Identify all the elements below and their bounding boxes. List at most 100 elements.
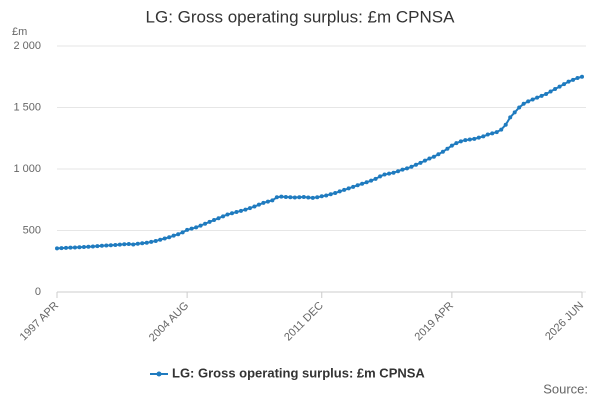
data-point [230, 211, 234, 216]
legend-label: LG: Gross operating surplus: £m CPNSA [172, 365, 425, 380]
y-tick-label: 500 [23, 224, 41, 236]
data-point [508, 115, 513, 120]
data-point [571, 77, 576, 82]
x-tick-label: 2011 DEC [282, 300, 326, 344]
data-point [90, 244, 95, 249]
data-point [449, 143, 454, 148]
data-point [427, 156, 432, 161]
x-tick-label: 1997 APR [18, 300, 62, 344]
data-point [306, 195, 311, 200]
data-point [553, 87, 558, 92]
data-point [180, 230, 185, 235]
data-point [360, 181, 365, 186]
data-point [396, 169, 401, 174]
data-point [530, 97, 535, 102]
data-point [566, 79, 571, 84]
data-point [315, 195, 320, 200]
data-point [526, 99, 531, 104]
data-point [270, 198, 275, 203]
data-point [108, 243, 113, 248]
data-point [490, 131, 495, 136]
data-point [333, 190, 338, 195]
data-point [575, 75, 580, 80]
data-point [68, 245, 73, 250]
data-point [95, 244, 100, 249]
data-point [418, 160, 423, 165]
data-point [297, 195, 302, 200]
data-point [63, 245, 68, 250]
data-point [467, 137, 472, 142]
data-point [104, 243, 109, 248]
data-point [234, 210, 239, 215]
data-point [77, 245, 82, 250]
data-point [409, 164, 414, 169]
data-point [521, 101, 526, 106]
data-point [499, 127, 504, 132]
data-point [346, 186, 351, 191]
data-point [351, 184, 356, 189]
data-point [72, 245, 77, 250]
data-point [580, 74, 584, 79]
data-point [189, 226, 194, 231]
data-point [485, 132, 490, 137]
chart-title: LG: Gross operating surplus: £m CPNSA [146, 7, 456, 26]
data-point [135, 241, 140, 246]
data-point [382, 172, 387, 177]
data-point [436, 152, 441, 157]
data-point [99, 243, 104, 248]
data-point [153, 238, 158, 243]
x-tick-label: 2004 AUG [147, 300, 191, 344]
data-point [126, 242, 131, 247]
data-point [279, 194, 284, 199]
series-line [56, 75, 583, 250]
y-tick-label: 2 000 [13, 40, 41, 52]
data-point [216, 216, 221, 221]
data-point [422, 158, 427, 163]
y-axis-label: £m [12, 26, 27, 38]
data-point [113, 243, 118, 248]
data-point [207, 219, 212, 224]
x-tick-label: 2019 APR [413, 300, 457, 344]
data-point [122, 242, 127, 247]
data-point [283, 195, 288, 200]
data-point [472, 136, 477, 141]
data-point [149, 239, 154, 244]
data-point [247, 206, 252, 211]
data-point [517, 105, 522, 110]
data-point [319, 194, 324, 199]
data-point [301, 195, 306, 200]
data-point [373, 176, 378, 181]
data-point [203, 221, 208, 226]
data-point [256, 202, 261, 207]
data-point [463, 138, 468, 143]
data-point [310, 195, 315, 200]
x-tick-label: 2026 JUN [543, 300, 586, 343]
data-point [512, 110, 517, 115]
data-point [221, 214, 226, 219]
data-point [252, 204, 257, 209]
data-point [292, 195, 297, 200]
data-point [548, 89, 553, 94]
data-point [117, 242, 122, 247]
data-point [243, 207, 248, 212]
data-point [288, 195, 293, 200]
data-point [413, 162, 418, 167]
legend-marker [156, 371, 162, 377]
data-point [225, 212, 230, 217]
data-point [378, 174, 383, 179]
data-point [81, 244, 86, 249]
data-point [167, 235, 172, 240]
data-point [158, 237, 163, 242]
data-point [194, 225, 199, 230]
data-point [544, 91, 549, 96]
y-tick-label: 1 000 [13, 163, 41, 175]
data-point [405, 166, 409, 171]
data-point [454, 141, 459, 146]
data-point [140, 241, 145, 246]
data-point [494, 130, 499, 135]
data-point [387, 171, 392, 176]
data-point [440, 149, 445, 154]
data-point [212, 218, 217, 223]
data-point [535, 95, 540, 100]
data-point [355, 183, 360, 188]
